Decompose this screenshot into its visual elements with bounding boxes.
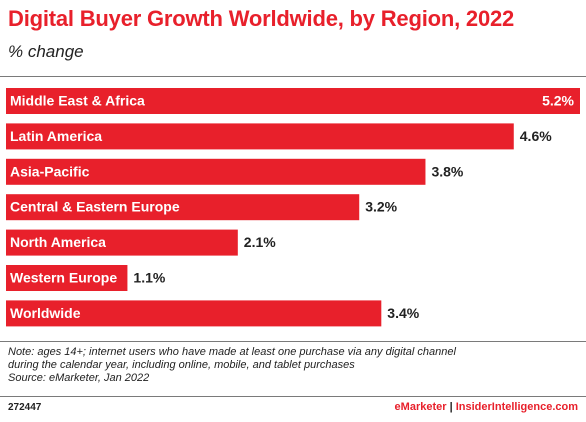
category-label-worldwide: Worldwide <box>10 305 81 321</box>
bar-worldwide <box>6 300 382 327</box>
category-label-western-europe: Western Europe <box>10 270 117 286</box>
bar-latin-america <box>6 123 514 150</box>
brand-separator: | <box>449 401 453 413</box>
top-divider <box>0 76 586 77</box>
chart-notes: Note: ages 14+; internet users who have … <box>8 346 580 385</box>
value-label-north-america: 2.1% <box>244 234 276 250</box>
category-label-asia-pacific: Asia-Pacific <box>10 163 90 179</box>
value-label-central-and-eastern-europe: 3.2% <box>365 199 397 215</box>
category-label-central-and-eastern-europe: Central & Eastern Europe <box>10 199 180 215</box>
value-label-western-europe: 1.1% <box>133 270 165 286</box>
notes-divider <box>0 341 586 342</box>
source-line: Source: eMarketer, Jan 2022 <box>8 372 150 384</box>
category-label-north-america: North America <box>10 234 106 250</box>
category-label-latin-america: Latin America <box>10 128 102 144</box>
value-label-latin-america: 4.6% <box>520 128 552 144</box>
note-line-1: Note: ages 14+; internet users who have … <box>8 346 456 358</box>
bar-middle-east-and-africa <box>6 88 580 114</box>
footer-divider <box>0 396 586 397</box>
bar-chart: Middle East & Africa 5.2% Latin America 4.6… <box>6 88 580 327</box>
note-line-2: during the calendar year, including onli… <box>8 359 355 371</box>
value-label-middle-east-and-africa: 5.2% <box>542 93 574 109</box>
bar-asia-pacific <box>6 158 426 185</box>
chart-subtitle: % change <box>8 42 84 61</box>
chart-id: 272447 <box>8 402 42 413</box>
chart-title: Digital Buyer Growth Worldwide, by Regio… <box>8 6 515 31</box>
category-label-middle-east-and-africa: Middle East & Africa <box>10 93 145 109</box>
bar-central-and-eastern-europe <box>6 194 360 221</box>
brand-insider-intelligence: InsiderIntelligence.com <box>455 401 578 413</box>
value-label-worldwide: 3.4% <box>387 305 419 321</box>
value-label-asia-pacific: 3.8% <box>431 163 463 179</box>
bar-western-europe <box>6 265 128 291</box>
bar-north-america <box>6 229 238 256</box>
footer-brand: eMarketer | InsiderIntelligence.com <box>395 401 578 413</box>
brand-emarketer: eMarketer <box>394 401 447 413</box>
